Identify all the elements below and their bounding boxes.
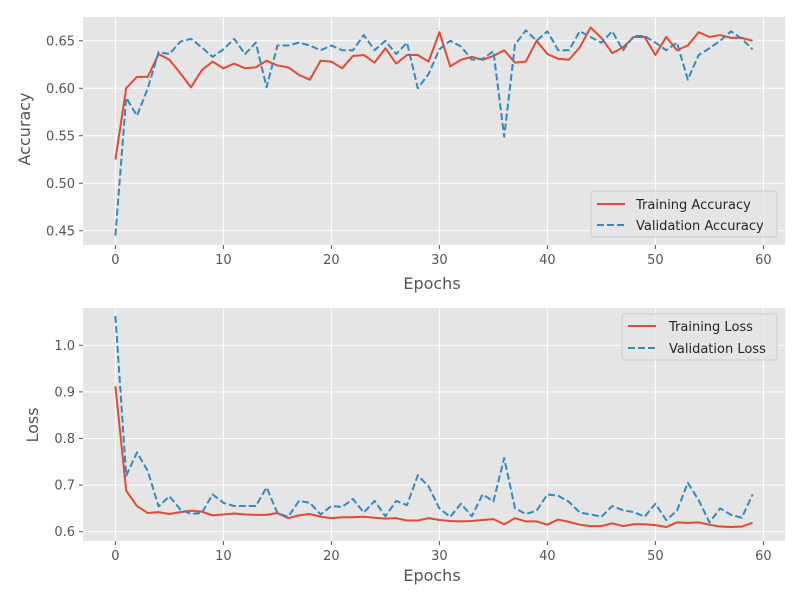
accuracy-legend: Training Accuracy Validation Accuracy: [590, 190, 778, 238]
y-tick-label: 0.60: [46, 82, 75, 97]
x-tick-label: 60: [755, 253, 772, 268]
loss-chart: 0 10 20 30 40 50 60 0.6 0.7 0.8 0.9 1.0 Epochs Loss…: [23, 308, 785, 585]
series-line-validation-accuracy: [114, 29, 754, 236]
legend-label-validation-accuracy: Validation Accuracy: [636, 219, 764, 234]
x-tick-label: 30: [431, 253, 448, 268]
loss-chart-ylabel: Loss: [23, 407, 42, 442]
accuracy-chart-xlabel: Epochs: [403, 274, 460, 293]
x-tick-label: 10: [215, 549, 232, 564]
y-tick-label: 0.50: [46, 177, 75, 192]
legend-label-training-accuracy: Training Accuracy: [635, 198, 751, 213]
y-tick-label: 0.8: [54, 432, 75, 447]
x-tick-label: 20: [323, 253, 340, 268]
x-tick-label: 10: [215, 253, 232, 268]
y-tick-label: 0.9: [54, 385, 75, 400]
series-line-training-accuracy: [114, 26, 753, 160]
x-tick-label: 30: [431, 549, 448, 564]
series-line-training-loss: [114, 386, 753, 529]
x-tick-label: 50: [647, 253, 664, 268]
loss-chart-xlabel: Epochs: [403, 566, 460, 585]
accuracy-chart-ylabel: Accuracy: [15, 92, 34, 165]
x-tick-label: 0: [111, 549, 119, 564]
x-tick-label: 40: [539, 549, 556, 564]
y-tick-label: 0.55: [46, 129, 75, 144]
x-tick-label: 20: [323, 549, 340, 564]
y-tick-label: 0.45: [46, 224, 75, 239]
y-tick-label: 0.65: [46, 34, 75, 49]
loss-legend: Training Loss Validation Loss: [621, 313, 778, 361]
y-tick-label: 0.7: [54, 479, 75, 494]
legend-label-validation-loss: Validation Loss: [669, 342, 766, 357]
accuracy-legend-box: [590, 190, 778, 238]
x-tick-label: 0: [111, 253, 119, 268]
x-tick-label: 50: [647, 549, 664, 564]
loss-legend-box: [621, 313, 778, 361]
accuracy-chart: 0 10 20 30 40 50 60 0.45 0.50 0.55 0.60 0.65 Epochs…: [15, 17, 785, 293]
y-tick-label: 1.0: [54, 339, 75, 354]
series-line-validation-loss: [114, 315, 754, 524]
legend-label-training-loss: Training Loss: [668, 320, 753, 335]
y-tick-label: 0.6: [54, 525, 75, 540]
x-tick-label: 60: [755, 549, 772, 564]
x-tick-label: 40: [539, 253, 556, 268]
